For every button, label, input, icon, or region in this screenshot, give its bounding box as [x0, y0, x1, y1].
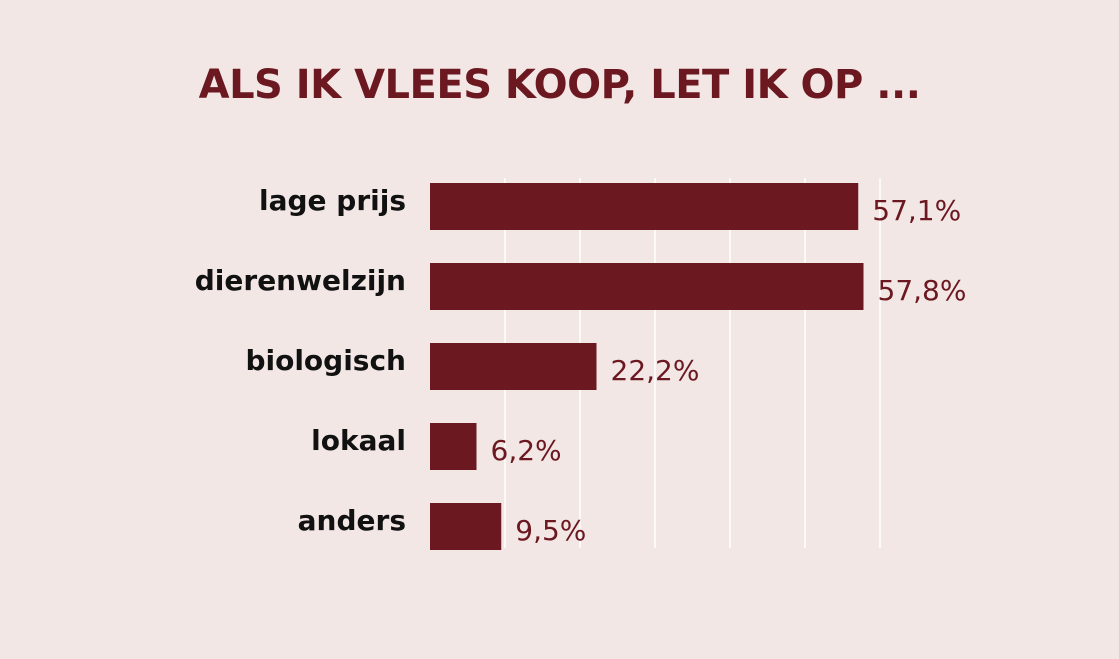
bar-3 [430, 423, 477, 470]
labels: lage prijs 57,1% dierenwelzijn 57,8% biologi… [195, 184, 967, 547]
category-label: lokaal [311, 424, 406, 457]
category-label: biologisch [245, 344, 406, 377]
value-label: 6,2% [491, 434, 562, 467]
bar-1 [430, 263, 864, 310]
bar-4 [430, 503, 502, 550]
bar-0 [430, 183, 859, 230]
value-label: 22,2% [611, 354, 700, 387]
value-label: 57,8% [878, 274, 967, 307]
bars [430, 183, 864, 550]
value-label: 57,1% [872, 194, 961, 227]
category-label: anders [298, 504, 406, 537]
category-label: dierenwelzijn [195, 264, 406, 297]
chart-title: ALS IK VLEES KOOP, LET IK OP ... [198, 62, 921, 108]
bar-2 [430, 343, 597, 390]
value-label: 9,5% [515, 514, 586, 547]
category-label: lage prijs [259, 184, 406, 217]
